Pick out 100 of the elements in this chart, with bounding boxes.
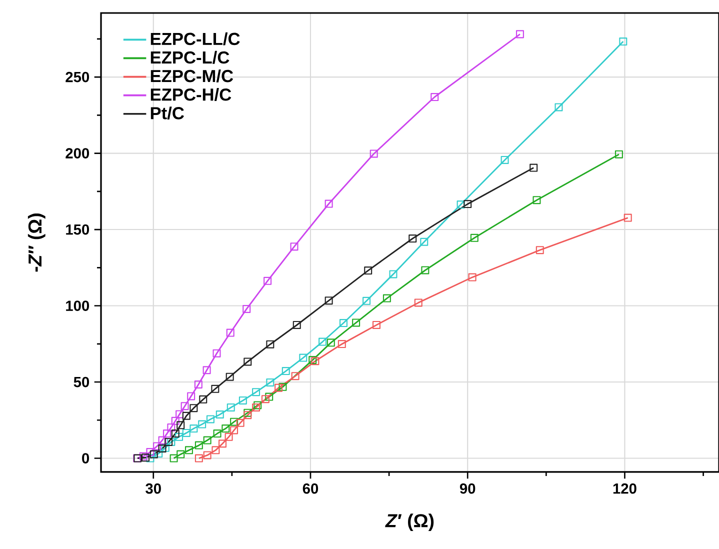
point: [190, 424, 198, 433]
point: [176, 450, 185, 458]
point: [226, 372, 234, 381]
point: [292, 320, 301, 329]
point: [274, 384, 283, 392]
point: [318, 338, 327, 346]
point: [142, 454, 150, 462]
point: [161, 444, 170, 452]
point: [266, 340, 274, 348]
point: [182, 428, 190, 437]
point: [408, 234, 417, 243]
point: [554, 103, 563, 112]
point: [230, 418, 238, 426]
y-tick-label: 100: [66, 300, 90, 311]
x-tick-label: 60: [302, 483, 318, 494]
point: [242, 304, 251, 313]
legend-label: EZPC-M/C: [150, 69, 234, 82]
point: [202, 366, 211, 374]
x-tick-label: 120: [613, 483, 636, 494]
point: [264, 276, 272, 285]
legend-label: EZPC-LL/C: [150, 32, 240, 46]
y-tick-label: 0: [82, 453, 90, 464]
legend-label: EZPC-L/C: [150, 50, 230, 64]
point: [187, 392, 196, 400]
point: [372, 320, 380, 329]
point: [500, 156, 509, 164]
point: [291, 372, 300, 380]
point: [420, 238, 428, 246]
point: [370, 150, 378, 158]
point: [213, 430, 222, 438]
point: [324, 296, 333, 305]
point: [182, 412, 190, 420]
point: [218, 440, 227, 448]
point: [414, 298, 422, 307]
x-tick-label: 30: [146, 483, 161, 494]
x-tick-label: 90: [460, 483, 476, 494]
point: [430, 93, 439, 102]
point: [146, 454, 154, 462]
point: [158, 436, 166, 444]
point: [162, 430, 171, 438]
point: [216, 410, 224, 418]
point: [212, 349, 221, 358]
point: [339, 319, 348, 328]
point: [153, 442, 162, 450]
y-tick-label: 150: [66, 224, 90, 235]
point: [222, 424, 230, 433]
point: [282, 367, 290, 376]
point: [190, 404, 198, 412]
y-tick-label: 200: [66, 148, 90, 158]
point: [614, 150, 623, 158]
point: [244, 411, 252, 420]
point: [261, 395, 270, 404]
point: [308, 356, 317, 364]
point: [164, 438, 173, 446]
point: [382, 294, 391, 302]
y-tick-label: 250: [66, 72, 90, 82]
point: [171, 430, 180, 438]
point: [194, 454, 203, 462]
point: [167, 438, 176, 446]
point: [278, 382, 287, 391]
point: [167, 423, 176, 432]
point: [236, 418, 244, 427]
y-axis-title: -Z″ (Ω): [28, 214, 46, 272]
point: [176, 410, 184, 418]
point: [171, 416, 180, 425]
point: [194, 441, 203, 450]
point: [352, 318, 360, 327]
point: [226, 403, 235, 412]
point: [266, 378, 274, 386]
point: [238, 396, 247, 404]
point: [362, 296, 371, 305]
point: [203, 451, 212, 460]
point: [244, 358, 252, 366]
point: [619, 38, 628, 46]
legend-label: EZPC-H/C: [150, 88, 232, 101]
point: [470, 234, 478, 242]
x-axis-title: Z′ (Ω): [385, 514, 434, 531]
point: [265, 392, 274, 401]
point: [176, 421, 185, 430]
point: [170, 454, 178, 462]
point: [290, 242, 298, 251]
point: [203, 436, 212, 444]
legend-label: Pt/C: [150, 106, 184, 120]
point: [311, 357, 320, 366]
point: [456, 200, 465, 209]
point: [624, 214, 632, 222]
point: [389, 270, 398, 278]
point: [199, 395, 208, 404]
point: [536, 246, 544, 254]
point: [338, 340, 346, 348]
point: [532, 196, 541, 204]
point: [212, 446, 220, 454]
point: [226, 328, 234, 337]
point: [530, 164, 538, 172]
point: [299, 354, 308, 362]
point: [230, 426, 238, 434]
point: [364, 266, 372, 275]
point: [158, 444, 166, 453]
point: [139, 452, 148, 460]
point: [184, 446, 193, 454]
